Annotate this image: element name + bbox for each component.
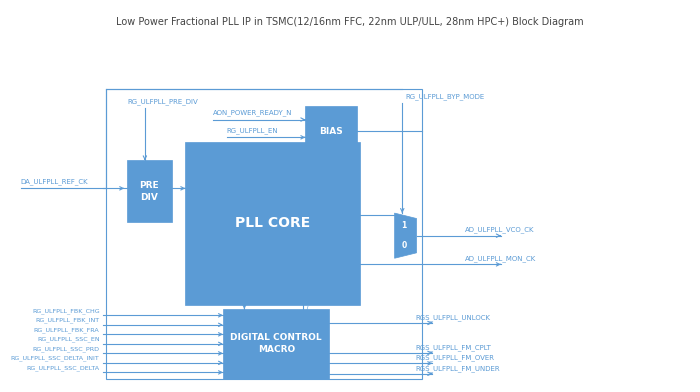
Text: AD_ULFPLL_VCO_CK: AD_ULFPLL_VCO_CK (466, 226, 535, 233)
Text: VBIAS: VBIAS (341, 160, 360, 167)
Bar (305, 106, 357, 157)
Text: RG_ULFPLL_SSC_DELTA_INIT: RG_ULFPLL_SSC_DELTA_INIT (11, 356, 99, 361)
Text: RG_ULFPLL_PRE_DIV: RG_ULFPLL_PRE_DIV (127, 99, 198, 105)
Text: RG_ULFPLL_FBK_CHG: RG_ULFPLL_FBK_CHG (32, 308, 99, 314)
Text: RG_ULFPLL_FBK_INT: RG_ULFPLL_FBK_INT (36, 318, 99, 323)
Text: 0: 0 (401, 241, 407, 250)
Text: 1: 1 (401, 221, 407, 230)
Bar (106, 89, 422, 379)
Text: RG_ULFPLL_SSC_DELTA: RG_ULFPLL_SSC_DELTA (27, 365, 99, 371)
Text: RG_ULFPLL_EN: RG_ULFPLL_EN (227, 127, 278, 134)
Text: RG_ULFPLL_BYP_MODE: RG_ULFPLL_BYP_MODE (406, 93, 485, 100)
Text: AON_POWER_READY_N: AON_POWER_READY_N (213, 109, 293, 116)
Bar (127, 160, 172, 223)
Text: PRE
DIV: PRE DIV (139, 181, 159, 202)
Text: PLL CORE: PLL CORE (235, 216, 311, 230)
Polygon shape (395, 213, 416, 258)
Text: DIGITAL CONTROL
MACRO: DIGITAL CONTROL MACRO (230, 334, 322, 354)
Bar (186, 142, 360, 305)
Text: RG_ULFPLL_SSC_PRD: RG_ULFPLL_SSC_PRD (33, 346, 99, 352)
Text: RG_ULFPLL_SSC_EN: RG_ULFPLL_SSC_EN (37, 336, 99, 342)
Text: RG_ULFPLL_FBK_FRA: RG_ULFPLL_FBK_FRA (34, 327, 99, 333)
Bar (223, 309, 330, 379)
Text: RGS_ULFPLL_FM_OVER: RGS_ULFPLL_FM_OVER (415, 355, 494, 361)
Text: AD_ULFPLL_MON_CK: AD_ULFPLL_MON_CK (466, 255, 536, 262)
Text: RGS_ULFPLL_FM_CPLT: RGS_ULFPLL_FM_CPLT (415, 344, 491, 351)
Text: DA_ULFPLL_REF_CK: DA_ULFPLL_REF_CK (21, 178, 88, 185)
Text: BIAS: BIAS (319, 127, 343, 136)
Text: Low Power Fractional PLL IP in TSMC(12/16nm FFC, 22nm ULP/ULL, 28nm HPC+) Block : Low Power Fractional PLL IP in TSMC(12/1… (116, 17, 584, 27)
Text: RGS_ULFPLL_FM_UNDER: RGS_ULFPLL_FM_UNDER (415, 365, 500, 372)
Text: IBIAS: IBIAS (307, 160, 323, 167)
Text: RGS_ULFPLL_UNLOCK: RGS_ULFPLL_UNLOCK (415, 314, 490, 321)
Text: /: / (307, 306, 309, 312)
